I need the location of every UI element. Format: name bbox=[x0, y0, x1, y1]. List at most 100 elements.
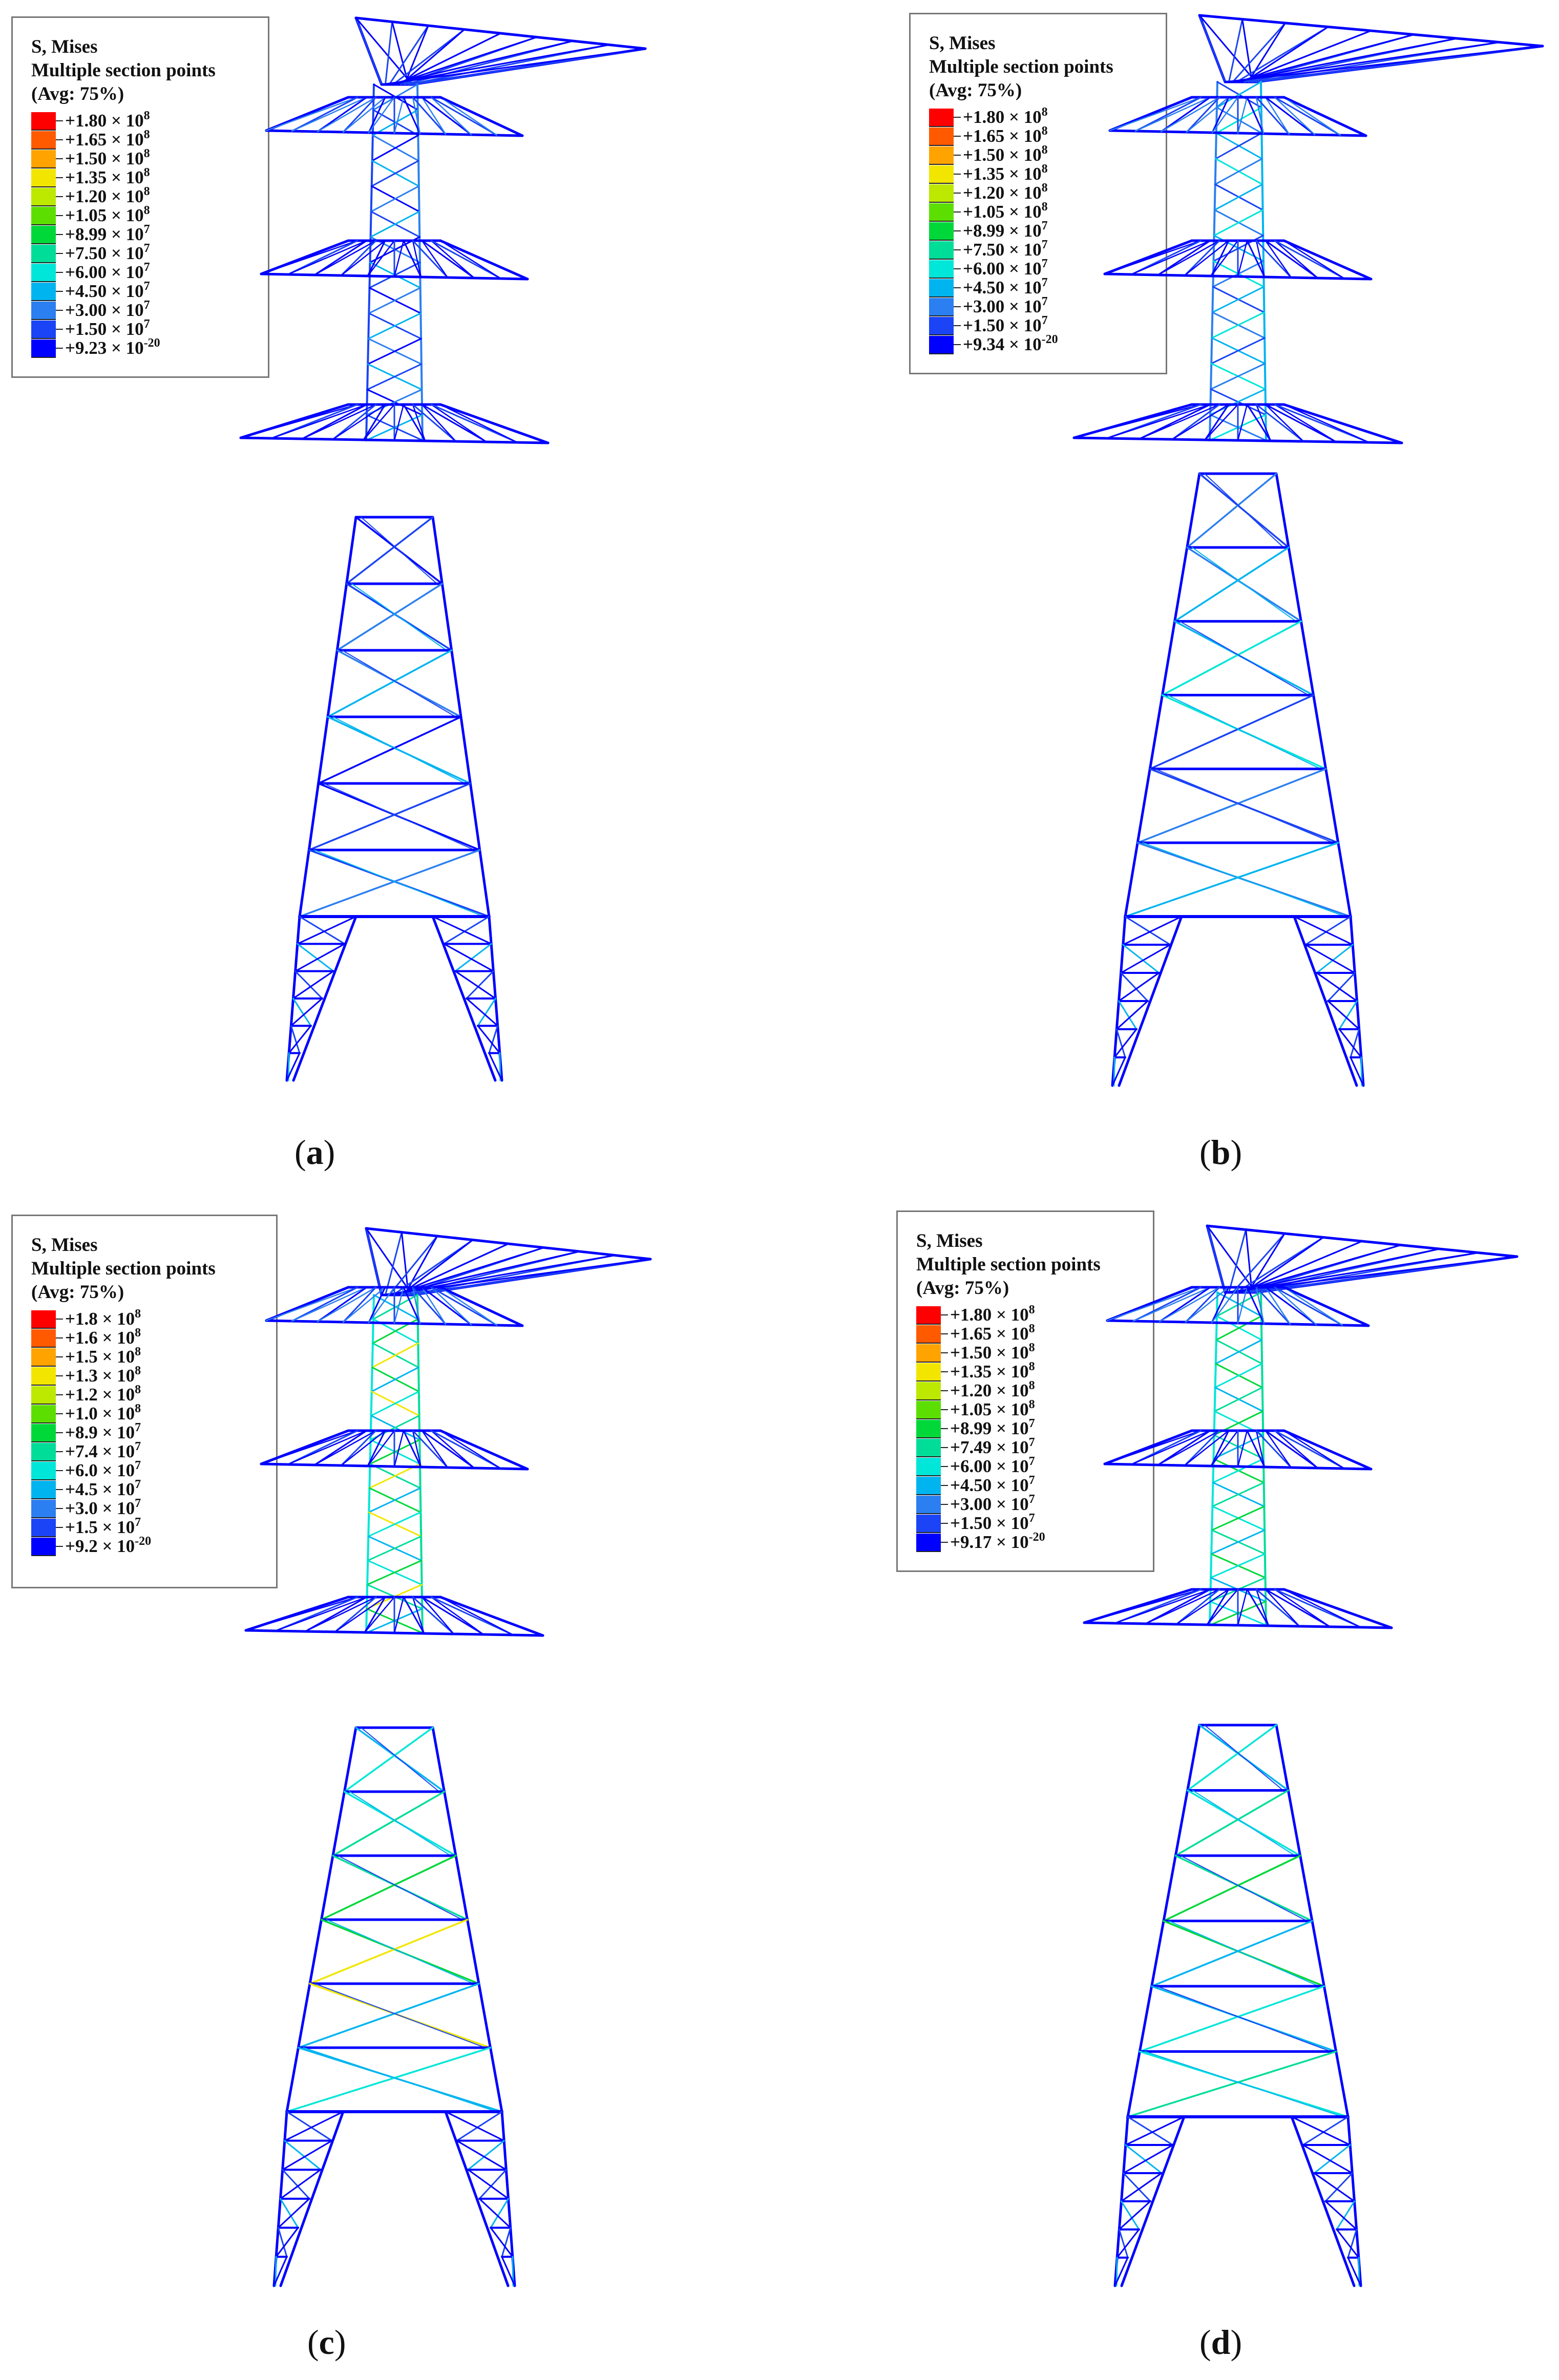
legend-tick bbox=[56, 139, 63, 140]
legend-tick bbox=[954, 174, 961, 175]
legend-swatch bbox=[916, 1306, 941, 1325]
legend-value: +4.50 × 107 bbox=[65, 280, 150, 301]
legend-tick bbox=[56, 1375, 63, 1376]
legend-swatch bbox=[916, 1496, 941, 1514]
legend-averaging: (Avg: 75%) bbox=[916, 1278, 1009, 1299]
legend-swatch bbox=[929, 298, 954, 316]
legend-value: +1.65 × 108 bbox=[950, 1322, 1035, 1344]
legend-value: +1.80 × 108 bbox=[65, 109, 150, 131]
legend-swatch bbox=[929, 128, 954, 146]
legend-title: S, Mises bbox=[31, 1235, 98, 1256]
legend-value: +7.49 × 107 bbox=[950, 1436, 1035, 1457]
legend-subtitle: Multiple section points bbox=[31, 1258, 216, 1279]
legend-value: +4.5 × 107 bbox=[65, 1478, 141, 1499]
legend-swatch bbox=[929, 146, 954, 165]
legend-value: +4.50 × 107 bbox=[963, 276, 1048, 298]
legend-swatch bbox=[31, 1348, 56, 1367]
legend-swatch bbox=[916, 1515, 941, 1533]
legend-swatch bbox=[31, 264, 56, 282]
legend-tick bbox=[56, 158, 63, 159]
legend-tick bbox=[954, 155, 961, 156]
legend-swatch bbox=[31, 1538, 56, 1556]
panel-caption: (d) bbox=[1199, 2323, 1242, 2362]
stress-legend: S, Mises Multiple section points (Avg: 7… bbox=[896, 1210, 1154, 1572]
legend-value: +1.20 × 108 bbox=[65, 185, 150, 206]
legend-value: +1.65 × 108 bbox=[963, 124, 1048, 146]
legend-swatch bbox=[31, 1329, 56, 1348]
legend-value: +1.50 × 107 bbox=[963, 314, 1048, 335]
legend-swatch bbox=[916, 1477, 941, 1495]
legend-tick bbox=[56, 1508, 63, 1509]
legend-swatch bbox=[916, 1382, 941, 1400]
legend-tick bbox=[941, 1485, 948, 1486]
tower-model bbox=[239, 16, 647, 1082]
legend-value: +1.8 × 108 bbox=[65, 1307, 141, 1329]
legend-value: +8.99 × 107 bbox=[950, 1417, 1035, 1438]
legend-swatch bbox=[31, 226, 56, 244]
legend-swatch bbox=[916, 1420, 941, 1438]
legend-value: +6.00 × 107 bbox=[963, 257, 1048, 279]
legend-tick bbox=[56, 1432, 63, 1433]
legend-swatch bbox=[31, 1424, 56, 1442]
legend-subtitle: Multiple section points bbox=[929, 56, 1113, 77]
legend-swatch bbox=[929, 109, 954, 127]
legend-tick bbox=[56, 120, 63, 121]
legend-tick bbox=[56, 1451, 63, 1452]
legend-value: +6.0 × 107 bbox=[65, 1459, 141, 1480]
legend-swatch bbox=[929, 260, 954, 279]
legend-swatch bbox=[31, 1386, 56, 1405]
panel-caption: (c) bbox=[307, 2323, 346, 2362]
legend-tick bbox=[56, 272, 63, 273]
legend-tick bbox=[56, 1527, 63, 1528]
legend-tick bbox=[56, 1319, 63, 1320]
legend-value: +9.23 × 10-20 bbox=[65, 336, 160, 358]
legend-swatch bbox=[929, 165, 954, 184]
legend-tick bbox=[941, 1390, 948, 1391]
legend-swatch bbox=[31, 188, 56, 206]
legend-swatch bbox=[929, 336, 954, 354]
legend-tick bbox=[941, 1333, 948, 1334]
legend-tick bbox=[56, 1394, 63, 1395]
legend-title: S, Mises bbox=[916, 1230, 983, 1251]
legend-subtitle: Multiple section points bbox=[31, 60, 216, 81]
panel-a: S, Mises Multiple section points (Avg: 7… bbox=[0, 0, 780, 1190]
legend-swatch bbox=[916, 1401, 941, 1419]
legend-swatch bbox=[31, 1405, 56, 1423]
legend-value: +1.20 × 108 bbox=[963, 181, 1048, 203]
legend-value: +4.50 × 107 bbox=[950, 1474, 1035, 1495]
legend-tick bbox=[941, 1371, 948, 1372]
legend-averaging: (Avg: 75%) bbox=[929, 80, 1022, 101]
legend-scale: +1.80 × 108 +1.65 × 108 +1.50 × 108 +1.35 ×… bbox=[916, 1304, 1153, 1557]
tower-model bbox=[244, 1227, 652, 2287]
legend-swatch bbox=[31, 339, 56, 358]
legend-tick bbox=[954, 306, 961, 307]
legend-swatch bbox=[916, 1344, 941, 1363]
legend-tick bbox=[941, 1504, 948, 1505]
legend-swatch bbox=[916, 1363, 941, 1382]
legend-tick bbox=[56, 1413, 63, 1414]
legend-value: +1.5 × 107 bbox=[65, 1516, 141, 1537]
legend-value: +1.6 × 108 bbox=[65, 1326, 141, 1348]
stress-legend: S, Mises Multiple section points (Avg: 7… bbox=[909, 13, 1167, 374]
legend-value: +1.35 × 108 bbox=[950, 1360, 1035, 1382]
legend-tick bbox=[941, 1314, 948, 1315]
legend-tick bbox=[56, 291, 63, 292]
legend-value: +1.80 × 108 bbox=[963, 105, 1048, 127]
legend-tick bbox=[941, 1428, 948, 1429]
legend-scale: +1.80 × 108 +1.65 × 108 +1.50 × 108 +1.35 ×… bbox=[31, 109, 268, 363]
legend-value: +6.00 × 107 bbox=[950, 1455, 1035, 1476]
legend-tick bbox=[56, 196, 63, 197]
legend-value: +8.99 × 107 bbox=[963, 219, 1048, 241]
legend-swatch bbox=[31, 1462, 56, 1480]
legend-tick bbox=[954, 136, 961, 137]
legend-swatch bbox=[929, 184, 954, 203]
legend-tick bbox=[954, 249, 961, 250]
legend-scale: +1.8 × 108 +1.6 × 108 +1.5 × 108 +1.3 × 108… bbox=[31, 1307, 276, 1561]
legend-value: +1.5 × 108 bbox=[65, 1345, 141, 1367]
legend-tick bbox=[954, 211, 961, 213]
legend-value: +6.00 × 107 bbox=[65, 261, 150, 282]
legend-subtitle: Multiple section points bbox=[916, 1254, 1101, 1275]
legend-value: +1.0 × 108 bbox=[65, 1402, 141, 1423]
legend-swatch bbox=[929, 203, 954, 222]
legend-swatch bbox=[929, 279, 954, 298]
